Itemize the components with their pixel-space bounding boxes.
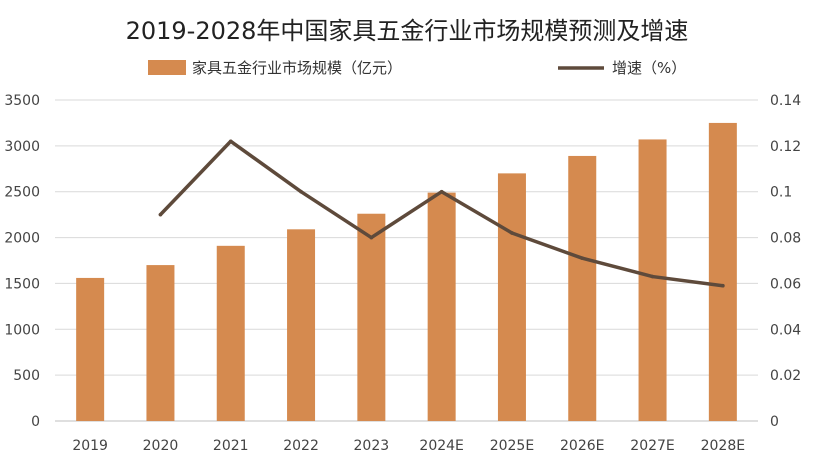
bars <box>76 122 737 422</box>
x-tick-label: 2023 <box>354 438 390 454</box>
x-tick-label: 2028E <box>701 438 745 454</box>
left-tick-label: 2500 <box>4 185 40 201</box>
left-tick-label: 0 <box>31 414 40 430</box>
x-tick-label: 2019 <box>72 438 108 454</box>
x-tick-label: 2020 <box>143 438 179 454</box>
legend: 家具五金行业市场规模（亿元） 增速（%） <box>148 59 686 77</box>
growth-point <box>580 256 585 261</box>
bar <box>357 213 386 421</box>
growth-line <box>158 139 725 288</box>
left-tick-label: 3000 <box>4 139 40 155</box>
growth-point <box>439 189 444 194</box>
left-tick-label: 2000 <box>4 231 40 247</box>
x-axis-ticks: 2019 2020 2021 2022 2023 2024E 2025E 2026E 2027E… <box>72 438 745 454</box>
growth-point <box>650 274 655 279</box>
bar <box>497 173 526 421</box>
growth-point <box>228 139 233 144</box>
right-tick-label: 0.12 <box>770 139 801 155</box>
chart-title: 2019-2028年中国家具五金行业市场规模预测及增速 <box>126 17 689 45</box>
bar <box>708 122 737 421</box>
growth-point <box>158 212 163 217</box>
x-tick-label: 2021 <box>213 438 249 454</box>
bar <box>146 265 175 421</box>
left-tick-label: 1000 <box>4 322 40 338</box>
legend-label-line: 增速（%） <box>612 59 686 77</box>
bar <box>287 229 316 421</box>
bar <box>427 192 456 421</box>
right-tick-label: 0.14 <box>770 93 801 109</box>
growth-point <box>369 235 374 240</box>
right-tick-label: 0.04 <box>770 322 801 338</box>
right-tick-label: 0.02 <box>770 368 801 384</box>
left-tick-label: 1500 <box>4 276 40 292</box>
left-axis-ticks: 0 500 1000 1500 2000 2500 3000 3500 <box>4 93 40 430</box>
x-tick-label: 2026E <box>560 438 604 454</box>
left-tick-label: 3500 <box>4 93 40 109</box>
growth-point <box>510 231 514 235</box>
right-tick-label: 0.06 <box>770 276 801 292</box>
x-tick-label: 2022 <box>283 438 319 454</box>
bar <box>638 139 667 422</box>
growth-point <box>721 283 725 288</box>
right-tick-label: 0.08 <box>770 231 801 247</box>
x-tick-label: 2024E <box>419 438 463 454</box>
bar <box>76 277 105 421</box>
legend-swatch-bar <box>148 60 186 75</box>
x-tick-label: 2027E <box>630 438 674 454</box>
bar <box>216 245 245 421</box>
bar <box>568 155 597 421</box>
right-axis-ticks: 0 0.02 0.04 0.06 0.08 0.1 0.12 0.14 <box>770 93 801 430</box>
right-tick-label: 0 <box>770 414 779 430</box>
legend-label-bar: 家具五金行业市场规模（亿元） <box>192 59 402 77</box>
left-tick-label: 500 <box>13 368 40 384</box>
right-tick-label: 0.1 <box>770 185 792 201</box>
x-tick-label: 2025E <box>490 438 534 454</box>
growth-point <box>299 189 303 194</box>
